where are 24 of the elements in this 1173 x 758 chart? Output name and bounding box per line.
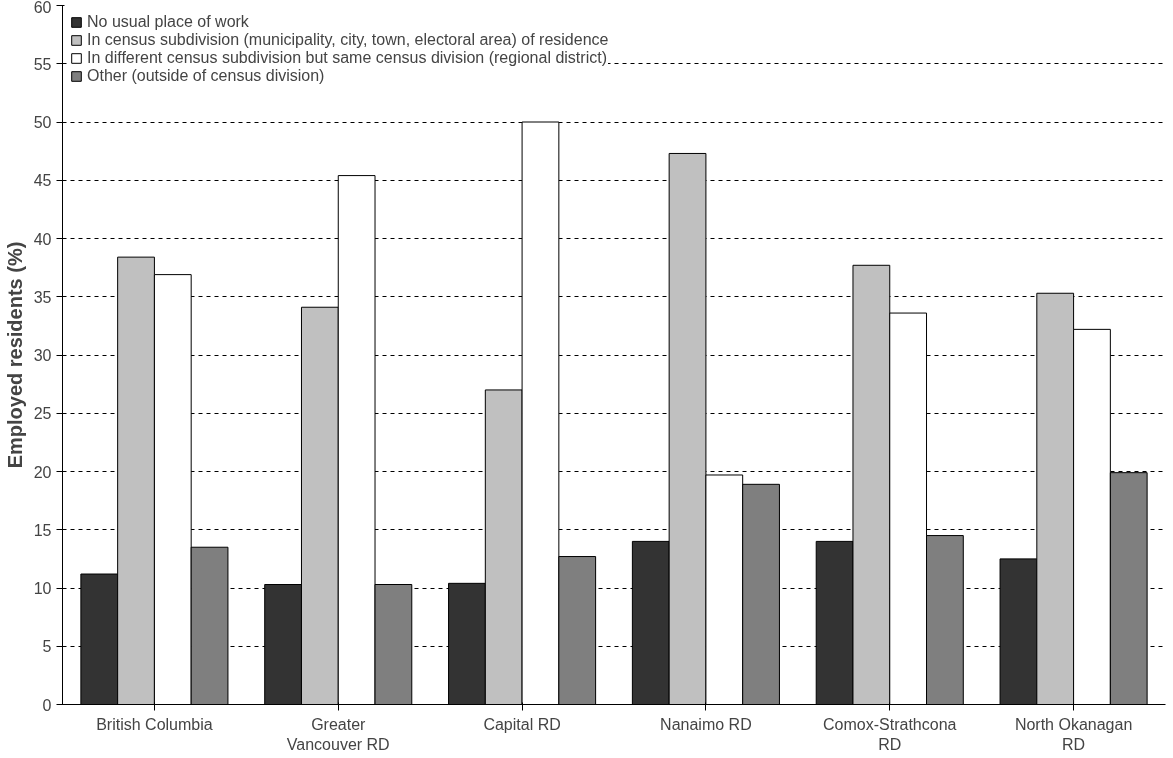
x-tick-label: North Okanagan RD [1014, 715, 1133, 753]
y-tick-label: 10 [33, 580, 52, 597]
y-tick-label: 35 [33, 288, 52, 306]
y-tick-label: 40 [33, 230, 52, 248]
x-tick-label: British Columbia [96, 715, 213, 733]
y-tick-label: 0 [42, 696, 52, 714]
y-axis-title: Employed residents (%) [3, 241, 26, 469]
y-tick-label: 15 [33, 521, 52, 539]
x-tick-label: Comox-Strathcona RD [823, 715, 957, 753]
y-tick-label: 60 [33, 0, 52, 16]
x-tick-label: Greater Vancouver RD [286, 715, 390, 753]
legend-label: In census subdivision (municipality, city, town, electoral area) of residence [87, 31, 609, 49]
legend-label: Other (outside of census division) [87, 67, 325, 85]
legend-label: No usual place of work [87, 13, 249, 31]
y-tick-label: 5 [42, 638, 52, 656]
y-tick-label: 30 [33, 347, 52, 364]
y-tick-label: 20 [33, 463, 52, 481]
x-tick-label: Capital RD [483, 715, 561, 733]
x-tick-label: Nanaimo RD [660, 715, 752, 733]
legend-label: In different census subdivision but same census division (regional district) [87, 49, 607, 67]
y-tick-label: 25 [33, 405, 52, 423]
y-tick-label: 45 [33, 172, 52, 190]
y-tick-label: 50 [33, 114, 52, 131]
y-tick-label: 55 [33, 55, 52, 73]
